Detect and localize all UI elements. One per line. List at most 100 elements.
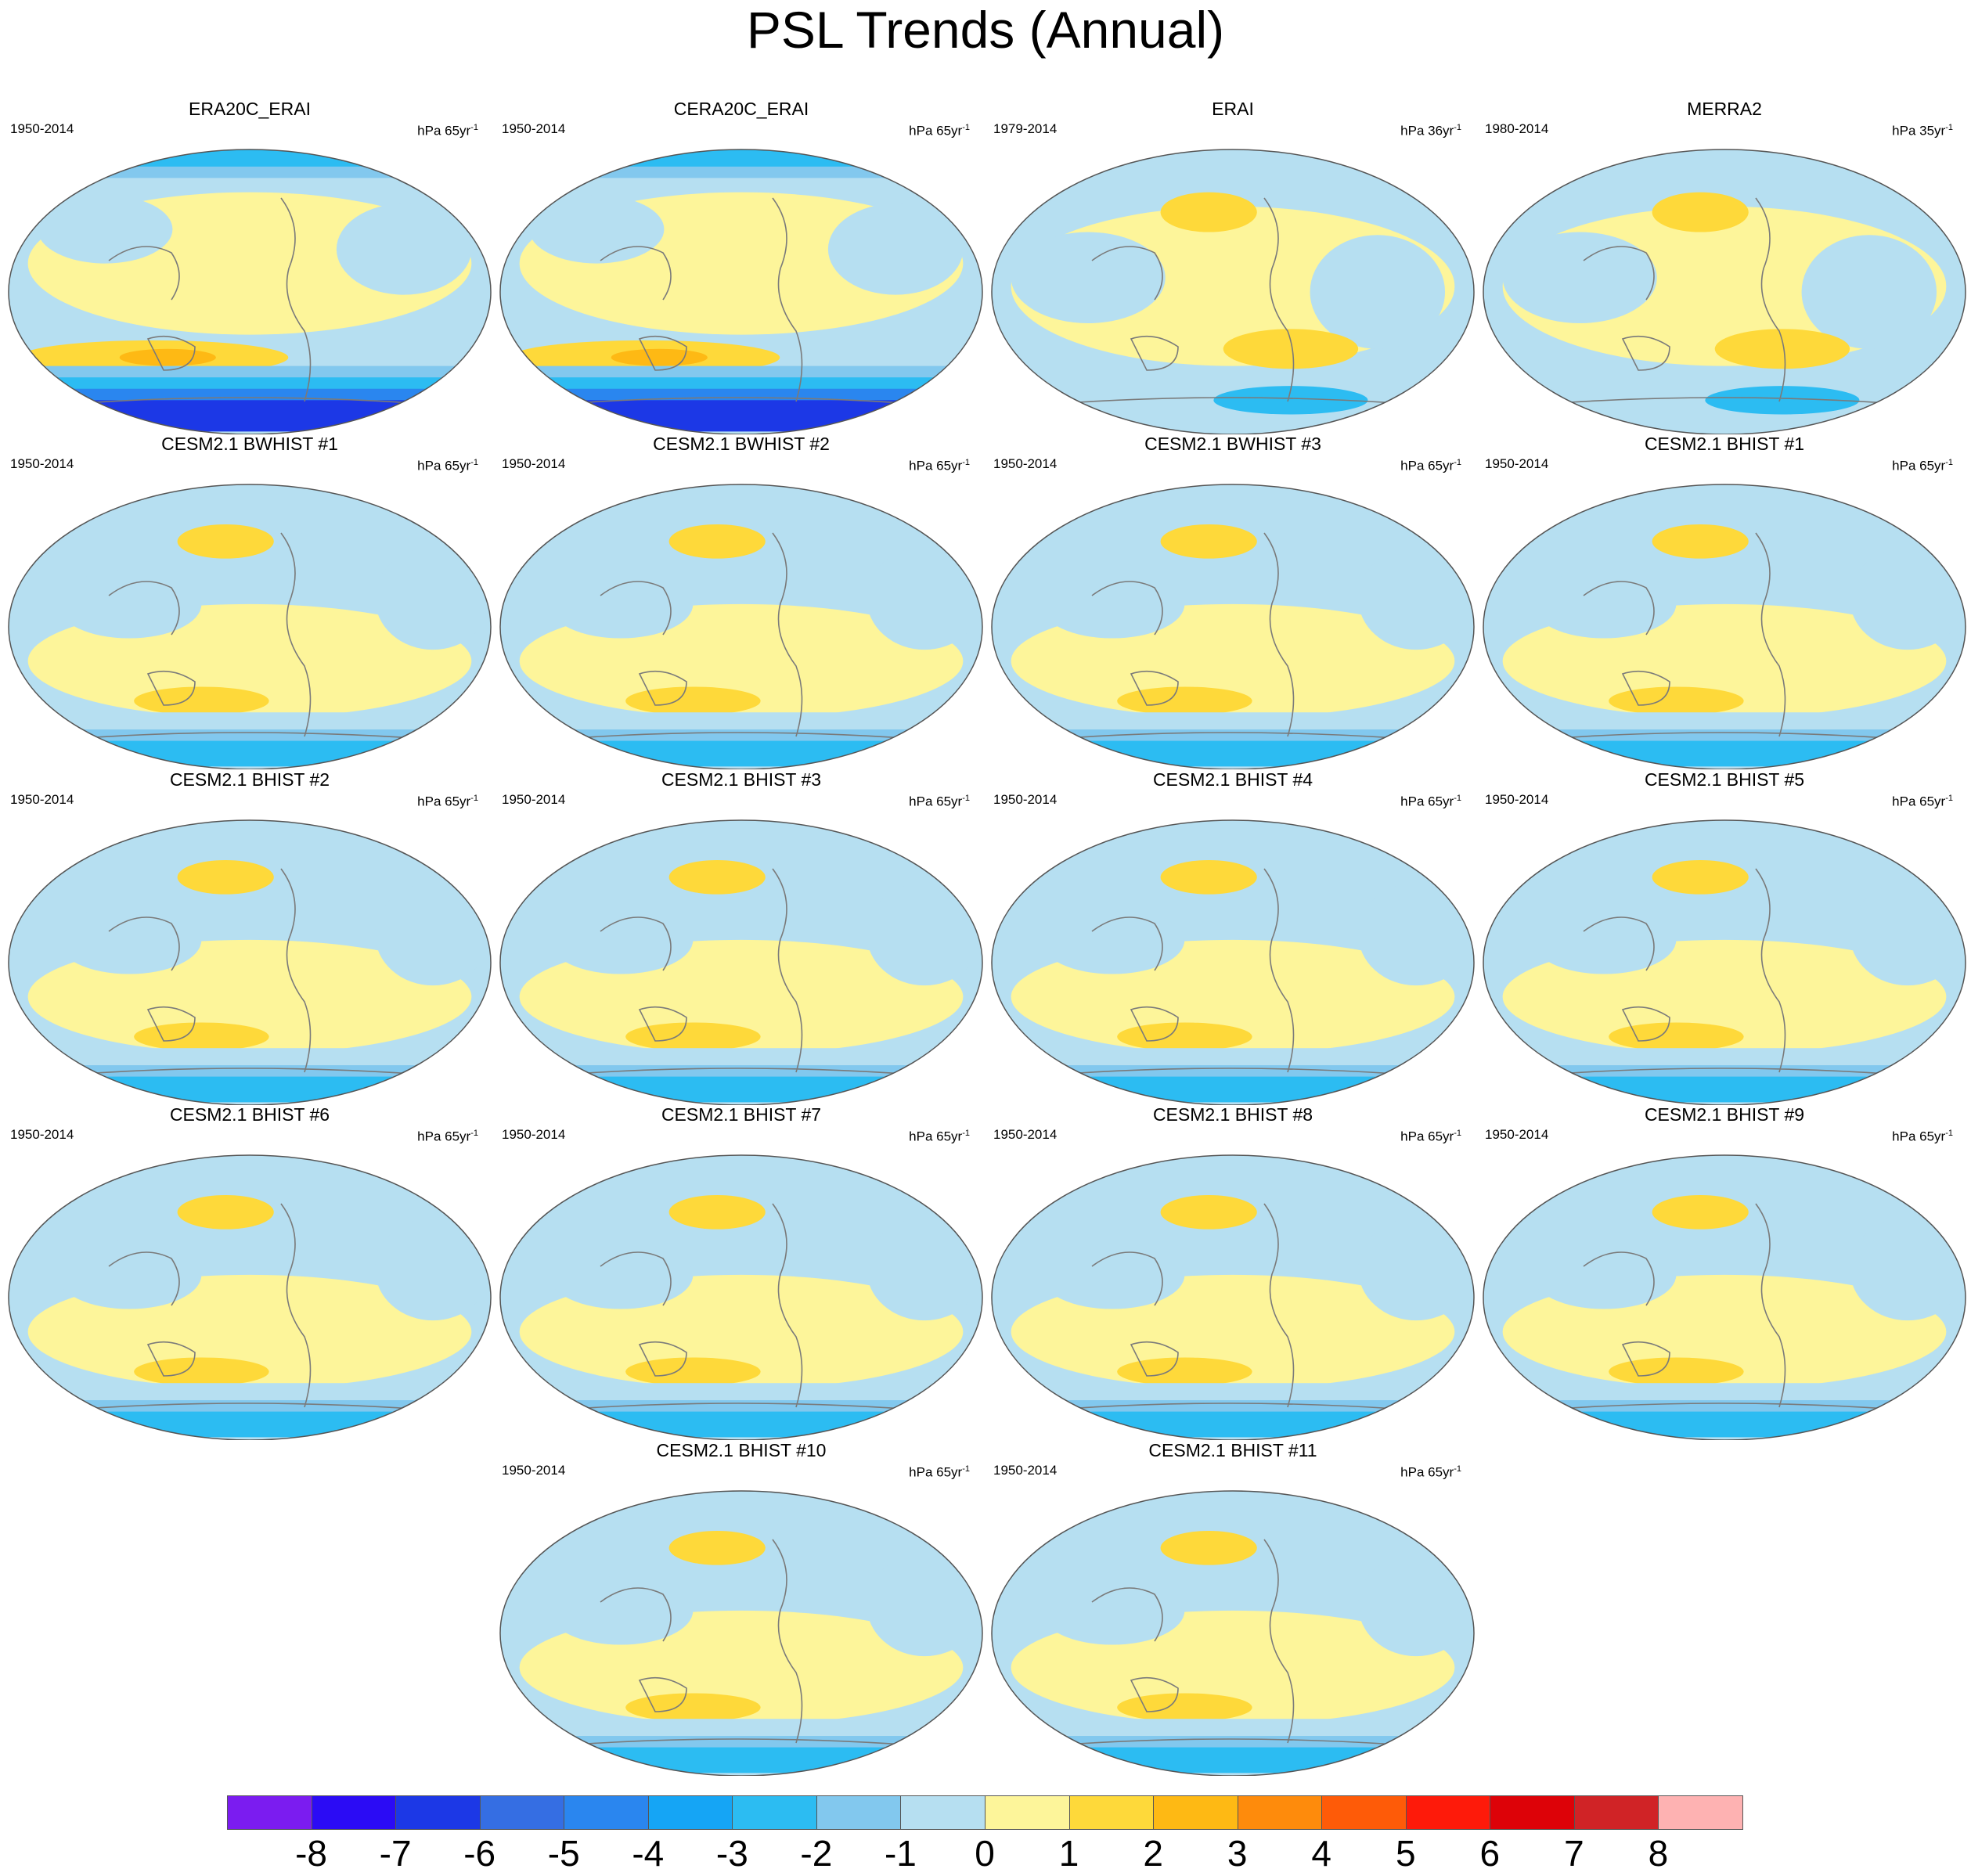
map-panel: CESM2.1 BHIST #6 1950-2014 hPa 65yr-1 [4, 1104, 495, 1440]
map-panel: CESM2.1 BHIST #5 1950-2014 hPa 65yr-1 [1479, 769, 1970, 1105]
panel-period: 1950-2014 [502, 792, 566, 807]
panel-title: CESM2.1 BHIST #8 [1152, 1104, 1313, 1125]
colorbar-label: 4 [1311, 1833, 1332, 1874]
panel-units-text: hPa 65yr [909, 1464, 963, 1480]
trend-contour [528, 195, 665, 264]
panel-period: 1950-2014 [10, 1127, 74, 1142]
trend-band [1483, 484, 1966, 502]
trend-contour [548, 906, 694, 974]
globe-map [499, 1490, 983, 1776]
trend-band [9, 149, 491, 167]
colorbar-label: -5 [547, 1833, 580, 1874]
globe-outline [1483, 1154, 1966, 1440]
colorbar-swatch [395, 1795, 481, 1830]
globe-outline [499, 484, 983, 769]
panel-units-text: hPa 65yr [1400, 794, 1454, 809]
trend-contour [1502, 232, 1657, 324]
coastline [1483, 532, 1966, 745]
coastline [9, 1203, 491, 1416]
globe-outline [8, 149, 492, 434]
coastline [992, 1539, 1474, 1752]
panel-units-text: hPa 65yr [1892, 458, 1946, 474]
trend-contour [1609, 1357, 1744, 1386]
panel-units-text: hPa 65yr [417, 1129, 471, 1144]
trend-band [992, 1155, 1474, 1172]
map-panel: CESM2.1 BHIST #8 1950-2014 hPa 65yr-1 [987, 1104, 1479, 1440]
map-panel: CESM2.1 BHIST #3 1950-2014 hPa 65yr-1 [495, 769, 987, 1105]
trend-band [500, 400, 982, 432]
trend-contour [1652, 1194, 1749, 1230]
panel-units-text: hPa 35yr [1892, 123, 1946, 139]
globe-map [8, 484, 492, 769]
panel-period: 1950-2014 [1485, 456, 1549, 471]
globe-outline [1483, 484, 1966, 769]
globe-map [499, 1154, 983, 1440]
map-panel: CESM2.1 BWHIST #2 1950-2014 hPa 65yr-1 [495, 433, 987, 769]
panel-period: 1950-2014 [502, 456, 566, 471]
trend-contour [548, 570, 694, 639]
trend-band [1483, 820, 1966, 837]
globe-map [499, 484, 983, 769]
colorbar-label: 5 [1395, 1833, 1416, 1874]
panel-units: hPa 65yr-1 [417, 455, 478, 474]
trend-contour [625, 1693, 761, 1722]
trend-contour [1652, 192, 1749, 232]
coastline [1483, 868, 1966, 1081]
globe-outline [499, 819, 983, 1105]
trend-band [500, 1491, 982, 1508]
trend-contour [867, 883, 982, 986]
trend-band [500, 1411, 982, 1438]
panel-title: CESM2.1 BHIST #9 [1644, 1104, 1805, 1125]
trend-contour [1223, 329, 1359, 369]
panel-units-exponent: -1 [962, 1464, 970, 1474]
panel-units-exponent: -1 [1945, 1129, 1953, 1138]
trend-contour [668, 859, 766, 895]
panel-title: MERRA2 [1687, 99, 1762, 119]
colorbar-swatch [900, 1795, 986, 1830]
trend-contour [827, 203, 964, 295]
trend-contour [1040, 906, 1185, 974]
map-panel: CESM2.1 BHIST #10 1950-2014 hPa 65yr-1 [495, 1439, 987, 1776]
trend-contour [548, 1576, 694, 1645]
map-panel: CESM2.1 BHIST #2 1950-2014 hPa 65yr-1 [4, 769, 495, 1105]
panel-units-exponent: -1 [1454, 1464, 1461, 1474]
trend-contour [1358, 1554, 1474, 1657]
coastline [500, 532, 982, 745]
coastline [1483, 1203, 1966, 1416]
coastline [500, 1539, 982, 1752]
panel-title: CESM2.1 BHIST #6 [169, 1104, 330, 1125]
panel-units-text: hPa 65yr [417, 794, 471, 809]
map-panel: CESM2.1 BWHIST #1 1950-2014 hPa 65yr-1 [4, 433, 495, 769]
trend-contour [625, 1357, 761, 1386]
panel-period: 1950-2014 [10, 121, 74, 136]
trend-contour [668, 1194, 766, 1230]
coastline [500, 868, 982, 1081]
panel-units-exponent: -1 [470, 458, 478, 467]
colorbar-label: -3 [715, 1833, 748, 1874]
trend-contour [611, 348, 708, 366]
main-title: PSL Trends (Annual) [746, 1, 1225, 59]
trend-contour [1531, 570, 1677, 639]
panel-period: 1979-2014 [993, 121, 1058, 136]
trend-contour [1160, 859, 1257, 895]
trend-contour [1117, 1022, 1252, 1051]
trend-contour [1609, 686, 1744, 715]
map-panel: ERA20C_ERAI 1950-2014 hPa 65yr-1 [4, 98, 495, 434]
trend-contour [1160, 1194, 1257, 1230]
panel-title: CESM2.1 BWHIST #2 [653, 434, 830, 454]
trend-contour [668, 1530, 766, 1565]
trend-contour [177, 524, 274, 559]
colorbar-label: 2 [1143, 1833, 1163, 1874]
globe-outline [991, 1154, 1475, 1440]
globe-map [1483, 149, 1966, 434]
coastline [992, 1203, 1474, 1416]
globe-outline [1483, 149, 1966, 434]
panel-units: hPa 65yr-1 [1892, 455, 1953, 474]
colorbar-swatch [1490, 1795, 1575, 1830]
panel-units: hPa 65yr-1 [1400, 1461, 1461, 1481]
panel-units: hPa 65yr-1 [909, 1125, 970, 1145]
panel-units-text: hPa 65yr [909, 1129, 963, 1144]
trend-band [1483, 1155, 1966, 1172]
panel-period: 1950-2014 [1485, 792, 1549, 807]
trend-contour [1358, 1218, 1474, 1321]
